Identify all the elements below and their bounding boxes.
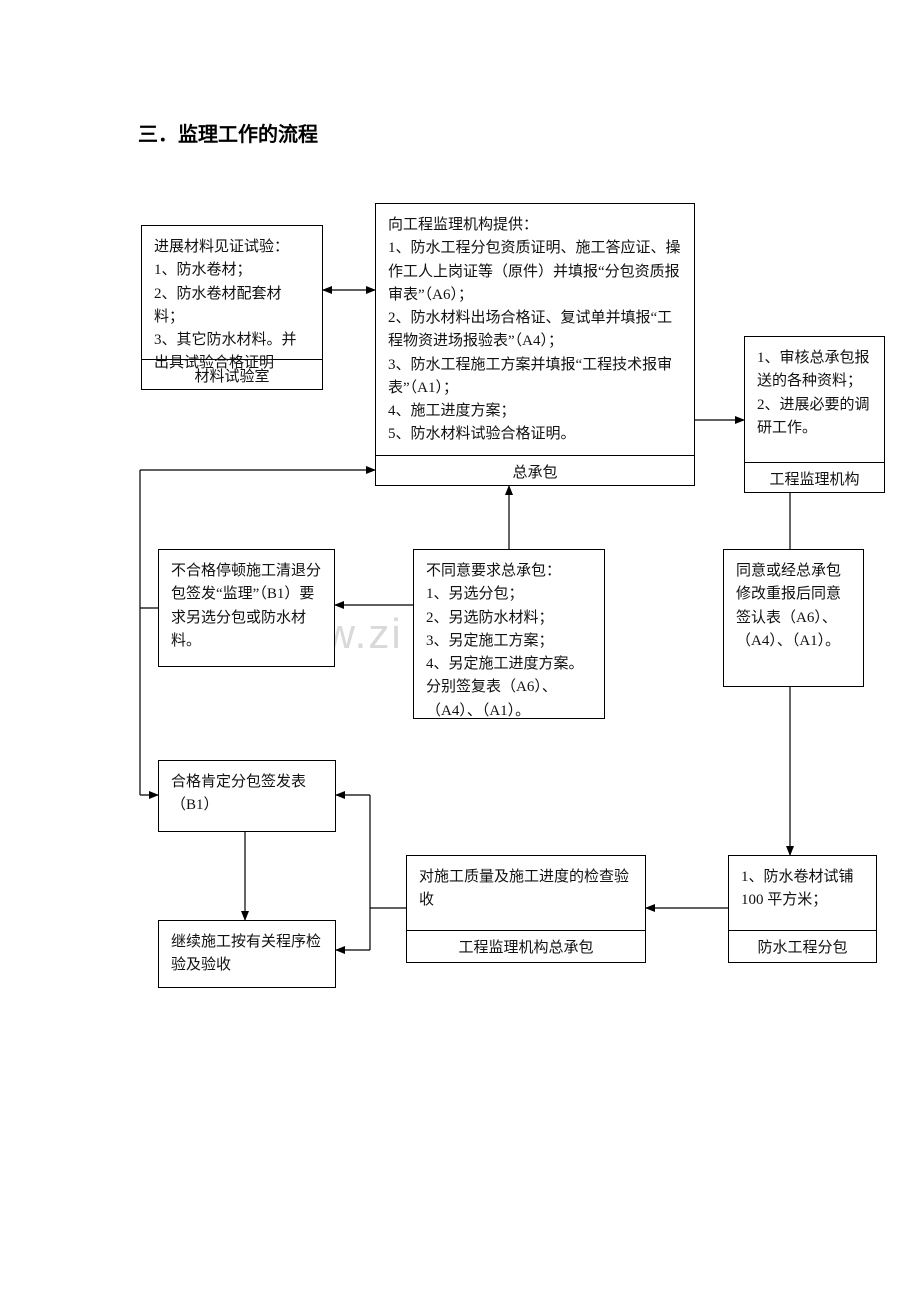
box-general-contractor: 向工程监理机构提供：1、防水工程分包资质证明、施工答应证、操作工人上岗证等（原件…	[375, 203, 695, 486]
box-waterproof-sub: 1、防水卷材试铺 100 平方米； 防水工程分包	[728, 855, 877, 963]
box-quality-check: 对施工质量及施工进度的检查验收 工程监理机构总承包	[406, 855, 646, 963]
box-waterproof-sub-label: 防水工程分包	[729, 930, 876, 964]
box-quality-check-text: 对施工质量及施工进度的检查验收	[407, 856, 645, 930]
box-reject-stop: 不合格停顿施工清退分包签发“监理”（B1）要求另选分包或防水材料。	[158, 549, 335, 667]
box-material-lab-text: 进展材料见证试验：1、防水卷材；2、防水卷材配套材料；3、其它防水材料。并出具试…	[142, 226, 322, 359]
box-continue: 继续施工按有关程序检验及验收	[158, 920, 336, 988]
box-supervision-org-text: 1、审核总承包报送的各种资料；2、进展必要的调研工作。	[745, 337, 884, 462]
box-supervision-org: 1、审核总承包报送的各种资料；2、进展必要的调研工作。 工程监理机构	[744, 336, 885, 493]
box-general-contractor-label: 总承包	[376, 455, 694, 487]
box-general-contractor-text: 向工程监理机构提供：1、防水工程分包资质证明、施工答应证、操作工人上岗证等（原件…	[376, 204, 694, 455]
box-supervision-org-label: 工程监理机构	[745, 462, 884, 494]
box-disagree-require: 不同意要求总承包：1、另选分包；2、另选防水材料；3、另定施工方案；4、另定施工…	[413, 549, 605, 719]
box-agree-sign: 同意或经总承包修改重报后同意签认表（A6）、（A4）、（A1）。	[723, 549, 864, 687]
page-title: 三．监理工作的流程	[138, 118, 318, 147]
box-qualified-issue: 合格肯定分包签发表（B1）	[158, 760, 336, 832]
box-quality-check-label: 工程监理机构总承包	[407, 930, 645, 964]
box-waterproof-sub-text: 1、防水卷材试铺 100 平方米；	[729, 856, 876, 930]
box-material-lab: 进展材料见证试验：1、防水卷材；2、防水卷材配套材料；3、其它防水材料。并出具试…	[141, 225, 323, 390]
